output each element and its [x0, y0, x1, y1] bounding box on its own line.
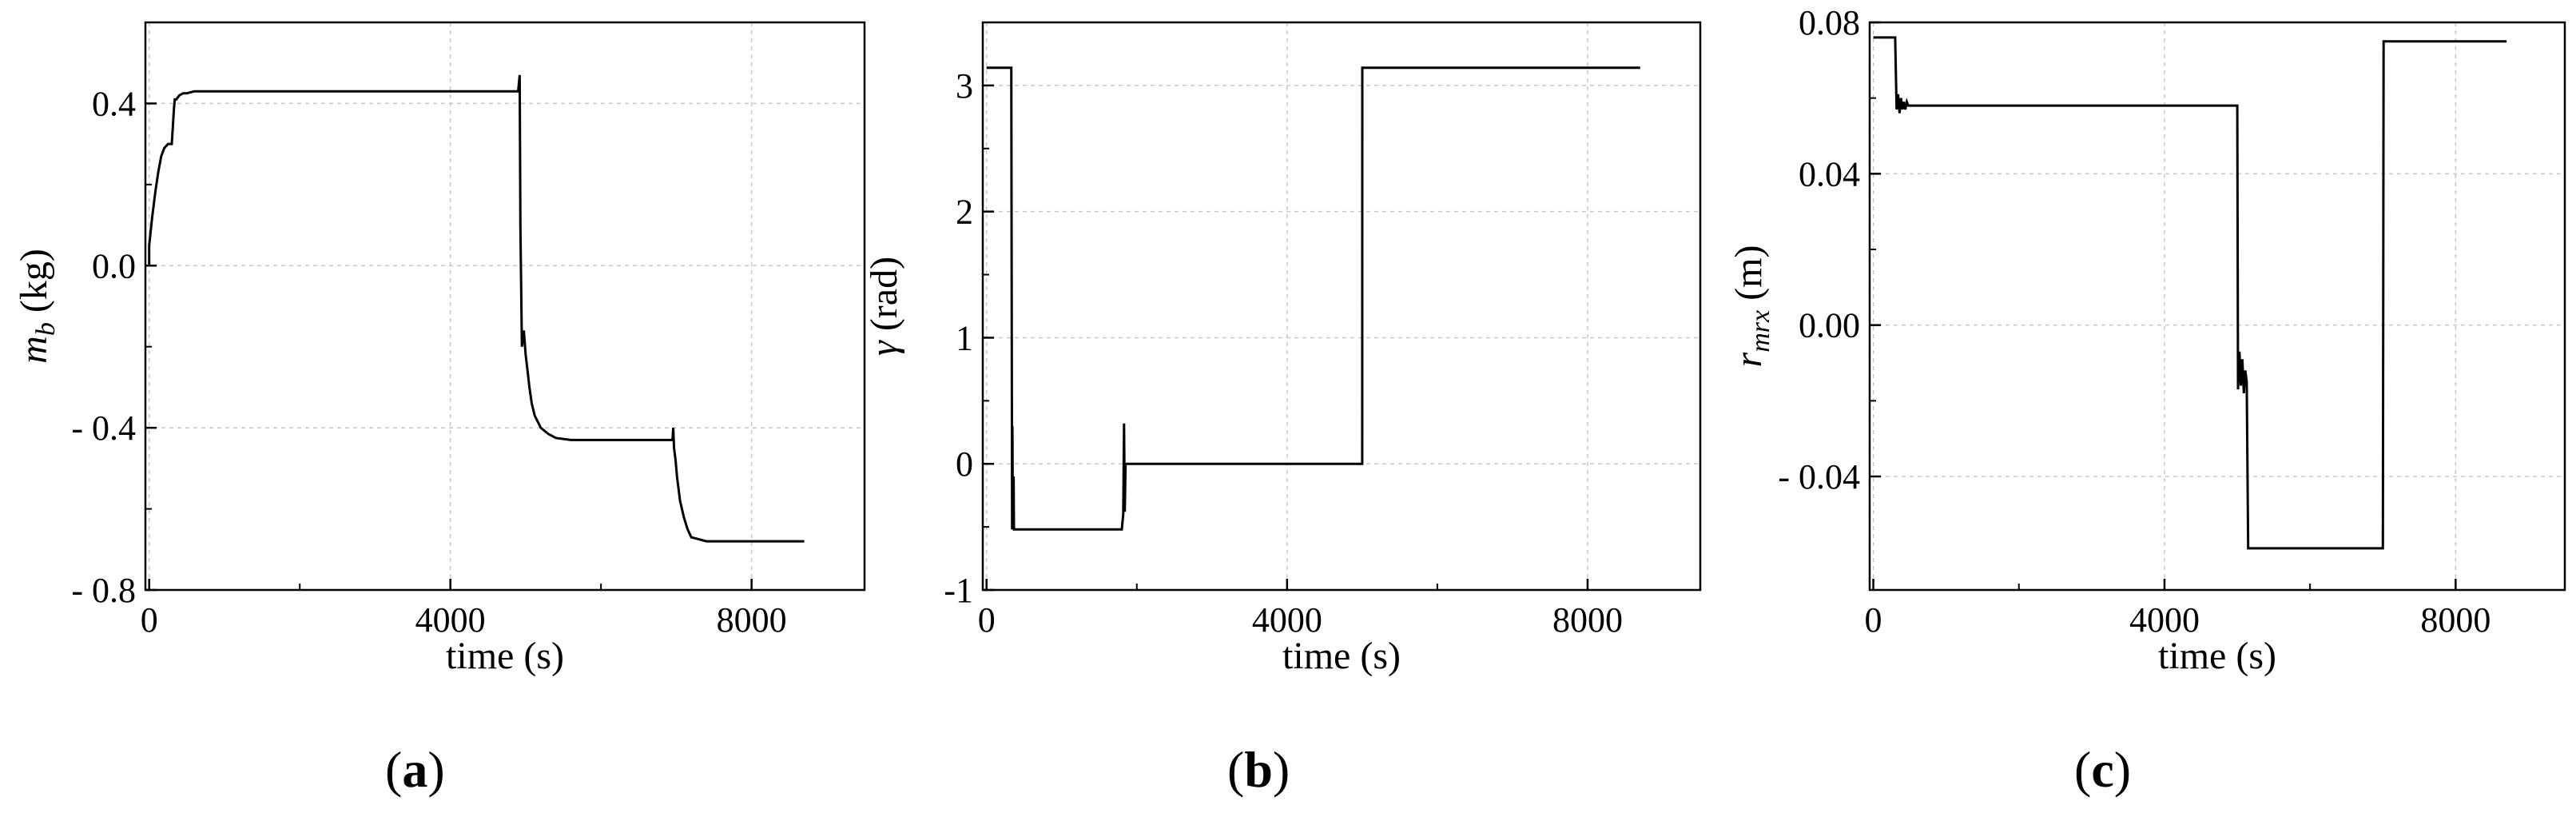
- series-line: [986, 66, 1640, 531]
- x-tick-label: 4000: [1252, 600, 1322, 640]
- y-tick-label: 0.04: [1799, 154, 1860, 193]
- x-tick-label: 0: [978, 600, 996, 640]
- x-tick-label: 8000: [1552, 600, 1623, 640]
- y-tick-label: 0.08: [1799, 3, 1860, 42]
- x-axis-label: time (s): [1282, 635, 1401, 677]
- y-axis-label: γ (rad): [863, 257, 905, 356]
- y-tick-label: 2: [956, 193, 973, 232]
- plot-frame: [144, 21, 866, 592]
- x-tick-label: 0: [141, 600, 158, 640]
- y-tick-label: -1: [944, 571, 973, 610]
- y-tick-label: - 0.4: [71, 409, 136, 448]
- caption-c: (c): [2074, 741, 2132, 798]
- series-line: [148, 74, 805, 543]
- caption-b: (b): [1227, 741, 1290, 798]
- panel-c: 0 4000 8000 0.08 0.04 0.00 - 0.04 time (s) rmrx …: [1727, 3, 2566, 677]
- x-tick-label: 4000: [2129, 600, 2200, 640]
- plot-frame: [981, 21, 1702, 592]
- series-line: [1873, 36, 2507, 550]
- x-tick-label: 0: [1865, 600, 1882, 640]
- y-tick-label: 0.0: [92, 246, 136, 285]
- y-tick-label: - 0.8: [71, 571, 136, 610]
- y-tick-label: - 0.04: [1778, 457, 1860, 496]
- x-axis-label: time (s): [2158, 635, 2276, 677]
- x-tick-label: 8000: [717, 600, 787, 640]
- y-tick-label: 3: [956, 66, 973, 106]
- x-tick-label: 4000: [415, 600, 486, 640]
- panel-a: 0 4000 8000 0.4 0.0 - 0.4 - 0.8 time (s) mb (kg): [13, 21, 866, 677]
- plot-frame: [1868, 21, 2566, 592]
- y-tick-label: 0.00: [1799, 306, 1860, 345]
- y-tick-label: 1: [956, 318, 973, 357]
- y-tick-label: 0: [956, 444, 973, 484]
- caption-a: (a): [385, 741, 445, 798]
- y-tick-label: 0.4: [92, 84, 136, 123]
- x-tick-label: 8000: [2420, 600, 2491, 640]
- y-axis-label: mb (kg): [13, 249, 61, 364]
- x-axis-label: time (s): [446, 635, 564, 677]
- y-axis-label: rmrx (m): [1727, 245, 1775, 368]
